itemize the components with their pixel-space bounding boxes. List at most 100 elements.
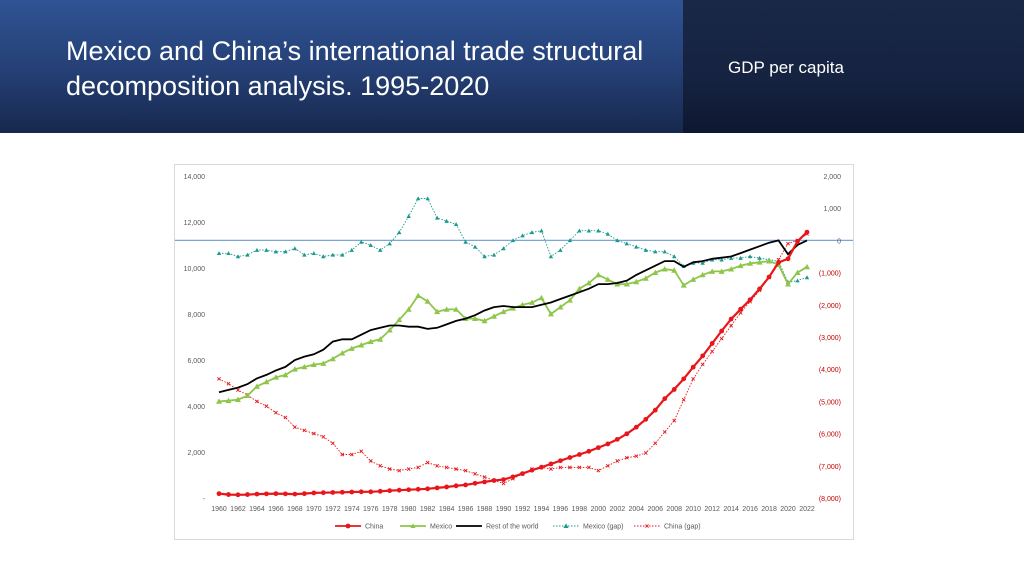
- china-gap-point: [416, 465, 421, 470]
- mexico-gap-point: [795, 278, 800, 283]
- chart-container: - 2,000 4,000 6,000 8,000 10,000 12,000 14,000 (…: [174, 164, 854, 540]
- mexico-gap-point: [615, 238, 620, 243]
- mexico-point: [680, 282, 687, 288]
- x-axis-tick-label: 1966: [268, 506, 284, 513]
- china-gap-point: [653, 441, 658, 446]
- x-axis-tick-label: 1970: [306, 506, 322, 513]
- mexico-gap-point: [747, 254, 753, 259]
- mexico-point: [671, 267, 678, 273]
- mexico-point: [405, 306, 412, 312]
- left-axis-tick-label: 10,000: [184, 266, 206, 273]
- mexico-point: [756, 259, 763, 265]
- mexico-point: [272, 374, 279, 380]
- mexico-gap-point: [226, 251, 231, 256]
- china-point: [273, 491, 279, 497]
- mexico-gap-point: [330, 252, 336, 257]
- x-axis-tick-label: 1976: [363, 506, 379, 513]
- china-point: [548, 461, 554, 467]
- x-axis-tick-label: 1980: [401, 506, 417, 513]
- slide-header: Mexico and China’s international trade s…: [0, 0, 1024, 133]
- china-point: [567, 455, 573, 460]
- mexico-point: [528, 299, 535, 305]
- china-point: [491, 478, 497, 483]
- mexico-point: [737, 262, 744, 269]
- china-gap-point: [217, 376, 221, 381]
- mexico-gap-point: [539, 228, 544, 233]
- china-gap-point: [549, 467, 553, 471]
- china-point: [643, 416, 649, 422]
- header-left-panel: [0, 0, 683, 133]
- mexico-gap-point: [264, 247, 269, 252]
- legend-marker: [645, 524, 649, 528]
- right-axis-tick-label: (1,000): [819, 271, 841, 278]
- mexico-point: [699, 271, 706, 278]
- x-axis-tick-label: 2020: [780, 506, 796, 513]
- china-gap-point: [311, 431, 316, 436]
- legend-marker: [410, 523, 416, 528]
- mexico-gap-point: [520, 233, 525, 238]
- right-axis-tick-label: (4,000): [819, 367, 841, 374]
- china-point: [387, 488, 393, 494]
- mexico-point: [718, 268, 725, 274]
- legend-label: Mexico: [430, 524, 452, 531]
- mexico-point: [301, 363, 308, 370]
- china-point: [804, 229, 810, 235]
- china-gap-point: [397, 468, 402, 473]
- china-gap-point: [729, 323, 734, 328]
- mexico-gap-point: [804, 275, 810, 280]
- china-point: [757, 286, 762, 292]
- x-axis-tick-label: 1988: [477, 506, 493, 513]
- mexico-gap-point: [321, 254, 326, 259]
- china-point: [586, 448, 592, 454]
- mexico-gap-point: [558, 247, 563, 252]
- china-point: [576, 452, 582, 457]
- x-axis-tick-label: 1990: [496, 506, 512, 513]
- china-point: [510, 474, 516, 480]
- mexico-point: [491, 313, 498, 319]
- china-point: [216, 491, 222, 497]
- china-gap-point: [624, 455, 629, 460]
- x-axis-tick-label: 2014: [723, 506, 739, 513]
- china-point: [652, 407, 658, 413]
- mexico-gap-point: [292, 246, 298, 251]
- mexico-gap-point: [453, 222, 459, 227]
- china-point: [747, 297, 753, 303]
- x-axis-tick-label: 1960: [211, 506, 227, 513]
- china-point: [662, 396, 668, 402]
- mexico-point: [728, 266, 735, 272]
- mexico-gap-point: [359, 239, 364, 244]
- mexico-gap-point: [283, 249, 288, 254]
- china-gap-point: [567, 465, 572, 470]
- china-gap-point: [634, 454, 639, 459]
- legend-label: China: [365, 524, 383, 531]
- mexico-gap-point: [719, 257, 724, 262]
- china-gap-point: [330, 441, 335, 446]
- china-point: [501, 477, 506, 482]
- china-point: [700, 353, 706, 359]
- mexico-point: [547, 311, 554, 317]
- x-axis-tick-label: 1964: [249, 506, 265, 513]
- right-axis-tick-label: 1,000: [823, 206, 841, 213]
- china-gap-point: [236, 388, 240, 393]
- mexico-gap-point: [586, 228, 592, 233]
- mexico-point: [652, 269, 659, 275]
- mexico-point: [453, 306, 460, 312]
- china-gap-point: [454, 467, 459, 471]
- china-point: [520, 471, 525, 477]
- mexico-point: [396, 316, 403, 323]
- x-axis-tick-label: 2018: [761, 506, 777, 513]
- right-axis-tick-label: (7,000): [819, 464, 841, 471]
- china-point: [614, 436, 620, 442]
- mexico-point: [339, 350, 346, 356]
- china-gap-point: [672, 418, 677, 423]
- mexico-gap-point: [738, 255, 743, 260]
- left-axis-tick-label: 8,000: [187, 312, 205, 319]
- mexico-point: [216, 398, 222, 404]
- china-point: [368, 489, 374, 495]
- china-point: [425, 486, 431, 492]
- china-point: [377, 488, 383, 494]
- x-axis-tick-label: 1994: [534, 506, 550, 513]
- mexico-point: [709, 268, 716, 274]
- china-point: [539, 464, 544, 470]
- series-line-rest-of-the-world: [218, 239, 808, 394]
